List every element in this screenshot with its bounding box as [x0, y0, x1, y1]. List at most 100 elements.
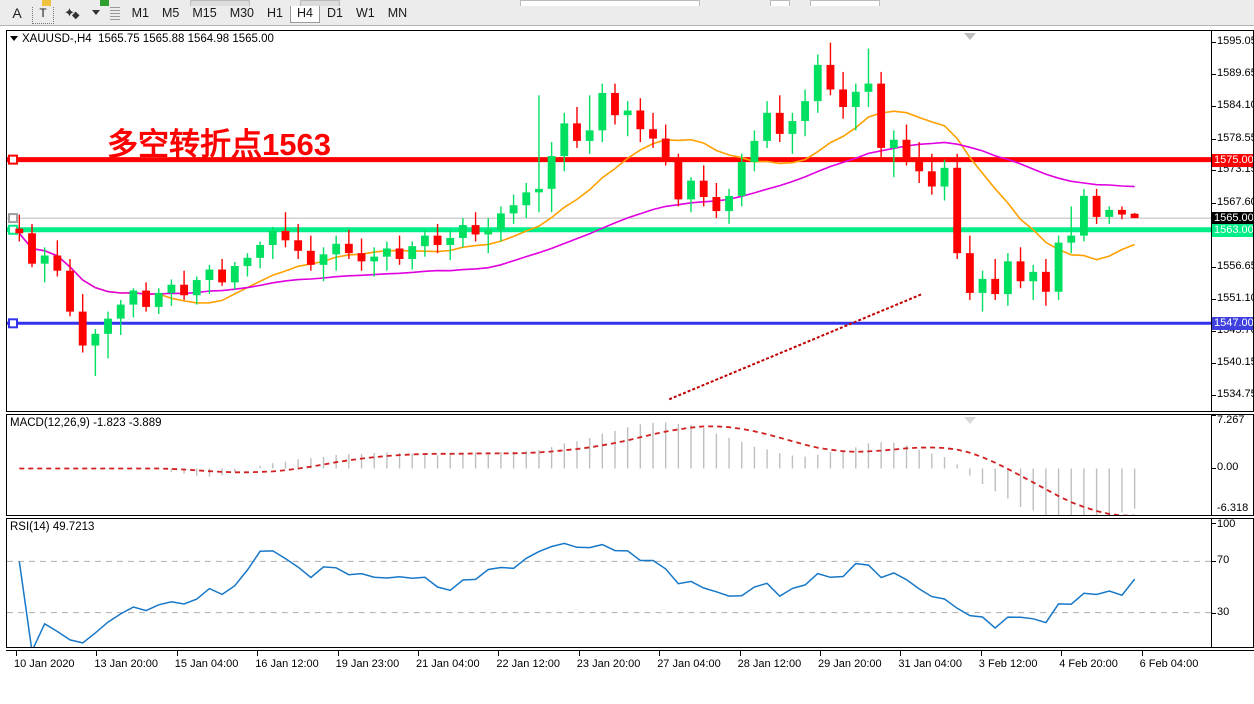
- timeframe-button-d1[interactable]: D1: [326, 5, 343, 20]
- price-axis-tick: [1212, 202, 1216, 204]
- time-axis-label: 31 Jan 04:00: [898, 658, 963, 670]
- macd-axis[interactable]: 7.267 0.00 -6.318: [1211, 415, 1253, 515]
- rsi-axis[interactable]: 100 70 30: [1211, 519, 1253, 647]
- rsi-axis-tick: [1212, 523, 1216, 524]
- macd-label: MACD(12,26,9) -1.823 -3.889: [10, 417, 162, 429]
- time-axis-label: 27 Jan 04:00: [657, 658, 721, 670]
- time-axis-label: 21 Jan 04:00: [416, 658, 480, 670]
- toolbar-grip[interactable]: [109, 3, 120, 22]
- macd-series-svg: [19, 422, 1136, 515]
- price-axis-label: 1556.65: [1217, 259, 1253, 272]
- timeframe-button-w1[interactable]: W1: [355, 5, 375, 20]
- toolbar-overflow-strip: [0, 0, 1254, 6]
- price-axis[interactable]: 1595.05 1589.65 1584.10 1578.55 1573.15 1567.…: [1211, 31, 1253, 411]
- time-axis-tick: [257, 651, 259, 656]
- objects-icon: ✦: [64, 4, 75, 20]
- rsi-label: RSI(14) 49.7213: [10, 521, 95, 533]
- support-level-badge[interactable]: 1563.00: [1212, 223, 1253, 237]
- time-axis-label: 13 Jan 20:00: [94, 658, 159, 670]
- price-axis-tick: [1212, 73, 1216, 75]
- partial-field-4: [770, 0, 790, 6]
- time-axis-tick: [980, 651, 982, 656]
- timeframe-button-m1[interactable]: M1: [131, 5, 149, 20]
- chart-annotation-text: 多空转折点1563: [107, 127, 331, 162]
- time-axis-tick: [337, 651, 339, 656]
- price-axis-label: 1540.15: [1217, 356, 1253, 369]
- partial-field-3: [520, 0, 700, 6]
- objects-tool-button[interactable]: ✦ ◆: [60, 2, 84, 24]
- time-axis-label: 23 Jan 20:00: [576, 658, 641, 670]
- macd-collapse-marker[interactable]: [964, 417, 976, 424]
- time-axis-tick: [96, 651, 98, 656]
- time-axis-tick: [16, 651, 17, 656]
- price-axis-label: 1589.65: [1217, 66, 1253, 79]
- timeframe-button-m5[interactable]: M5: [161, 5, 180, 20]
- rsi-axis-ticks: [1212, 519, 1253, 647]
- price-axis-label: 1551.10: [1217, 292, 1253, 305]
- resistance-level-badge[interactable]: 1575.00: [1212, 153, 1253, 167]
- timeframe-button-m15[interactable]: M15: [192, 5, 217, 20]
- price-axis-label: 1573.15: [1217, 163, 1253, 176]
- objects-dropdown-button[interactable]: [84, 2, 106, 24]
- price-axis-tick: [1212, 266, 1216, 268]
- time-axis-label: 3 Feb 12:00: [978, 658, 1038, 670]
- time-axis-tick: [659, 651, 661, 656]
- ohlc-values: 1565.75 1565.88 1564.98 1565.00: [98, 33, 274, 45]
- time-axis-label: 16 Jan 12:00: [255, 658, 319, 670]
- price-chart-pane[interactable]: XAUUSD-,H4 1565.75 1565.88 1564.98 1565.…: [6, 30, 1254, 412]
- price-axis-tick: [1212, 330, 1216, 332]
- time-axis-label: 6 Feb 04:00: [1139, 658, 1199, 670]
- price-axis-tick: [1212, 299, 1216, 301]
- symbol-label: XAUUSD-,H4: [22, 33, 92, 45]
- partial-icon-green: [100, 0, 109, 6]
- time-axis-label: 10 Jan 2020: [14, 658, 75, 670]
- time-axis-label: 19 Jan 23:00: [335, 658, 400, 670]
- rsi-axis-tick: [1212, 561, 1216, 563]
- time-axis-tick: [739, 651, 741, 656]
- time-axis-tick: [1061, 651, 1063, 656]
- macd-axis-label: -6.318: [1217, 502, 1249, 514]
- time-axis-tick: [498, 651, 500, 656]
- time-axis-tick: [1141, 651, 1143, 656]
- timeframe-button-m30[interactable]: M30: [229, 5, 255, 20]
- price-axis-tick: [1212, 363, 1216, 365]
- lower-support-badge[interactable]: 1547.00: [1212, 317, 1253, 331]
- price-axis-label: 1567.60: [1217, 195, 1253, 208]
- pane-collapse-marker[interactable]: [964, 33, 976, 40]
- timeframe-button-h1[interactable]: H1: [267, 5, 283, 20]
- timeframe-group: M1 M5 M15 M30 H1 H4 D1 W1 MN: [126, 2, 415, 23]
- price-axis-tick: [1212, 42, 1216, 44]
- price-series-svg: [7, 42, 1211, 401]
- price-plot-area[interactable]: [7, 31, 1211, 411]
- rsi-plot-area[interactable]: [7, 519, 1211, 647]
- rsi-indicator-pane[interactable]: RSI(14) 49.7213 100 70 30: [6, 518, 1254, 648]
- rsi-axis-label: 70: [1217, 554, 1230, 567]
- timeframe-button-mn[interactable]: MN: [387, 5, 408, 20]
- macd-axis-label: 7.267: [1217, 415, 1245, 426]
- time-axis-tick: [578, 651, 580, 656]
- price-axis-tick: [1212, 394, 1216, 396]
- macd-indicator-pane[interactable]: MACD(12,26,9) -1.823 -3.889 7.267 0.00 -6.…: [6, 414, 1254, 516]
- objects-icon-secondary: ◆: [71, 9, 80, 21]
- price-axis-label: 1595.05: [1217, 35, 1253, 48]
- macd-plot-area[interactable]: [7, 415, 1211, 515]
- rsi-series-svg: [7, 542, 1211, 647]
- time-axis-label: 4 Feb 20:00: [1059, 658, 1118, 670]
- price-axis-label: 1534.75: [1217, 387, 1253, 400]
- collapse-arrow-icon[interactable]: [10, 36, 18, 42]
- current-price-badge[interactable]: 1565.00: [1212, 212, 1253, 226]
- time-axis-tick: [418, 651, 419, 656]
- time-axis-label: 28 Jan 12:00: [737, 658, 802, 670]
- time-axis[interactable]: 10 Jan 2020 13 Jan 20:00 15 Jan 04:00 16 Ja…: [6, 650, 1254, 680]
- partial-icon-yellow: [42, 0, 51, 6]
- text-tool-button[interactable]: A: [12, 4, 22, 21]
- macd-axis-tick: [1212, 468, 1216, 470]
- time-axis-tick: [820, 651, 821, 656]
- main-toolbar: A T ✦ ◆ M1 M5 M15 M30 H1 H4 D1 W1 MN: [0, 0, 1254, 26]
- time-axis-tick: [176, 651, 178, 656]
- price-axis-label: 1584.10: [1217, 99, 1253, 112]
- partial-field-1: [190, 0, 250, 6]
- time-axis-label: 29 Jan 20:00: [818, 658, 882, 670]
- price-axis-tick: [1212, 170, 1216, 172]
